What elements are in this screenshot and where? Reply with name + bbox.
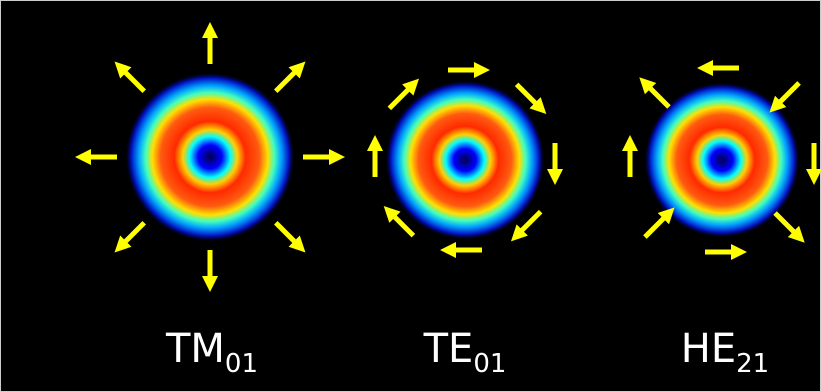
- label-subscript: 01: [473, 349, 506, 379]
- label-subscript: 21: [736, 349, 769, 379]
- label-subscript: 01: [225, 349, 258, 379]
- label-main: TM: [165, 326, 225, 372]
- mode-intensity: [125, 72, 295, 242]
- diagram: TM01 TE01 HE21: [0, 0, 821, 392]
- label-main: HE: [681, 326, 736, 372]
- label-main: TE: [423, 326, 474, 372]
- mode-intensity: [385, 80, 545, 240]
- page: TM01 TE01 HE21 (() => { const data = JSO…: [0, 0, 821, 392]
